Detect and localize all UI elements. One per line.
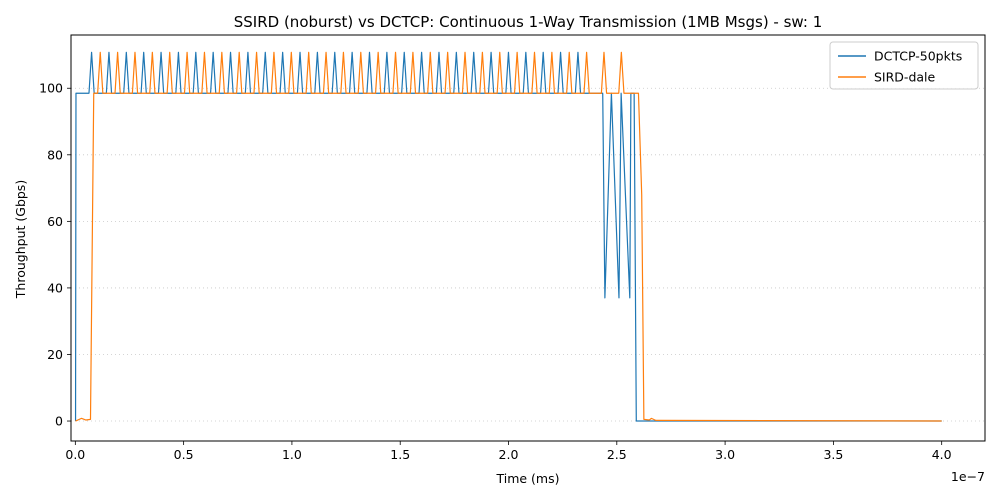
legend-label-0: DCTCP-50pkts — [874, 49, 962, 64]
x-tick-label-7: 3.5 — [823, 447, 843, 462]
chart-title: SSIRD (noburst) vs DCTCP: Continuous 1-W… — [234, 13, 823, 31]
x-tick-label-8: 4.0 — [932, 447, 952, 462]
legend-label-1: SIRD-dale — [874, 70, 936, 85]
x-tick-label-6: 3.0 — [715, 447, 735, 462]
x-axis-label: Time (ms) — [495, 471, 559, 486]
y-tick-label-5: 100 — [39, 81, 63, 96]
x-tick-label-1: 0.5 — [174, 447, 194, 462]
grid-lines — [71, 87, 985, 422]
y-tick-label-0: 0 — [55, 414, 63, 429]
plot-area — [70, 34, 986, 442]
x-tick-label-3: 1.5 — [390, 447, 410, 462]
series-line-1 — [75, 51, 942, 422]
y-tick-label-2: 40 — [47, 280, 63, 295]
x-tick-label-0: 0.0 — [65, 447, 85, 462]
y-axis: 0 20 40 60 80 100 — [39, 81, 71, 429]
legend-box — [829, 41, 979, 90]
y-axis-label: Throughput (Gbps) — [13, 180, 28, 299]
x-axis: 0.0 0.5 1.0 1.5 2.0 2.5 3.0 3.5 4.0 — [65, 441, 952, 462]
x-tick-label-5: 2.5 — [607, 447, 627, 462]
legend: DCTCP-50pkts SIRD-dale — [829, 41, 979, 90]
x-tick-label-4: 2.0 — [499, 447, 519, 462]
y-tick-label-4: 80 — [47, 147, 63, 162]
y-tick-label-1: 20 — [47, 347, 63, 362]
series-layer — [74, 51, 942, 422]
y-tick-label-3: 60 — [47, 214, 63, 229]
x-tick-label-2: 1.0 — [282, 447, 302, 462]
x-axis-offset-label: 1e−7 — [951, 469, 985, 484]
series-line-0 — [74, 51, 942, 422]
